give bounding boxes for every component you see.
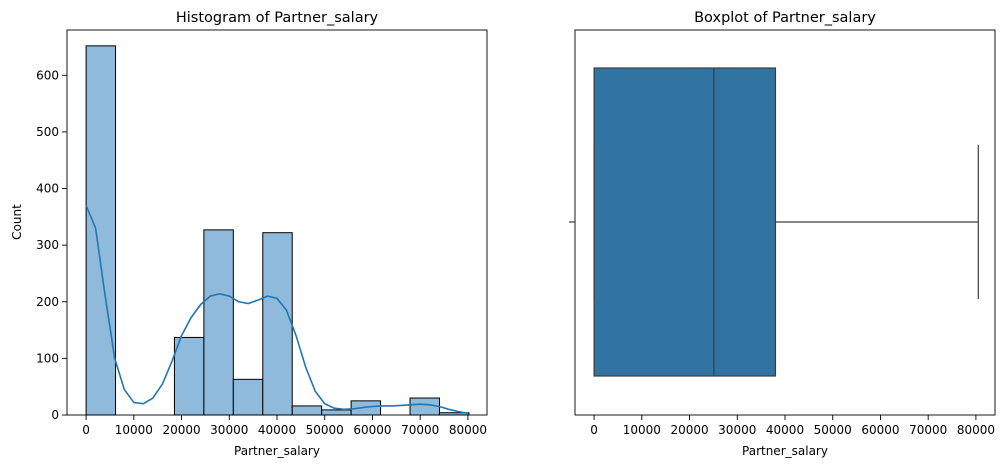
- x-tick-label: 20000: [162, 423, 200, 437]
- iqr-box: [593, 67, 777, 377]
- x-tick-label: 60000: [861, 423, 899, 437]
- x-tick-label: 30000: [210, 423, 248, 437]
- x-tick-label: 60000: [353, 423, 391, 437]
- boxplot-x-label: Partner_salary: [742, 444, 828, 458]
- histogram-bar: [173, 336, 205, 416]
- x-tick-label: 40000: [766, 423, 804, 437]
- histogram-bar: [203, 229, 234, 416]
- y-tick-label: 600: [36, 68, 59, 82]
- histogram-panel: Histogram of Partner_salary 0 10000 20000 3…: [10, 10, 488, 458]
- x-tick-label: 50000: [306, 423, 344, 437]
- boxplot-x-ticks: 0 10000 20000 30000 40000 50000 60000 70000 8000…: [590, 415, 995, 437]
- y-tick-label: 300: [36, 238, 59, 252]
- y-tick-label: 200: [36, 295, 59, 309]
- histogram-bar: [321, 409, 352, 416]
- x-tick-label: 70000: [909, 423, 947, 437]
- histogram-y-ticks: 0 100 200 300 400 500 600: [36, 68, 67, 422]
- histogram-bar: [85, 45, 117, 416]
- y-tick-label: 100: [36, 351, 59, 365]
- y-tick-label: 500: [36, 125, 59, 139]
- x-tick-label: 0: [82, 423, 90, 437]
- histogram-bar: [232, 378, 264, 416]
- x-tick-label: 40000: [258, 423, 296, 437]
- x-tick-label: 80000: [957, 423, 995, 437]
- x-tick-label: 70000: [401, 423, 439, 437]
- x-tick-label: 20000: [670, 423, 708, 437]
- histogram-bar: [291, 405, 323, 416]
- x-tick-label: 0: [590, 423, 598, 437]
- x-tick-label: 30000: [718, 423, 756, 437]
- histogram-x-ticks: 0 10000 20000 30000 40000 50000 60000 70000 8000…: [82, 415, 487, 437]
- kde-line: [85, 205, 469, 415]
- histogram-title: Histogram of Partner_salary: [176, 10, 379, 26]
- x-tick-label: 80000: [449, 423, 487, 437]
- x-tick-label: 10000: [623, 423, 661, 437]
- boxplot-title: Boxplot of Partner_salary: [694, 10, 876, 26]
- histogram-bars: [85, 45, 470, 416]
- boxplot-panel: Boxplot of Partner_salary 0 10000 20000 300…: [569, 10, 996, 458]
- histogram-x-label: Partner_salary: [234, 444, 320, 458]
- x-tick-label: 50000: [814, 423, 852, 437]
- histogram-y-label: Count: [10, 204, 24, 240]
- y-tick-label: 0: [51, 408, 59, 422]
- y-tick-label: 400: [36, 182, 59, 196]
- x-tick-label: 10000: [115, 423, 153, 437]
- boxplot-body: [593, 67, 979, 377]
- histogram-bar: [262, 232, 293, 416]
